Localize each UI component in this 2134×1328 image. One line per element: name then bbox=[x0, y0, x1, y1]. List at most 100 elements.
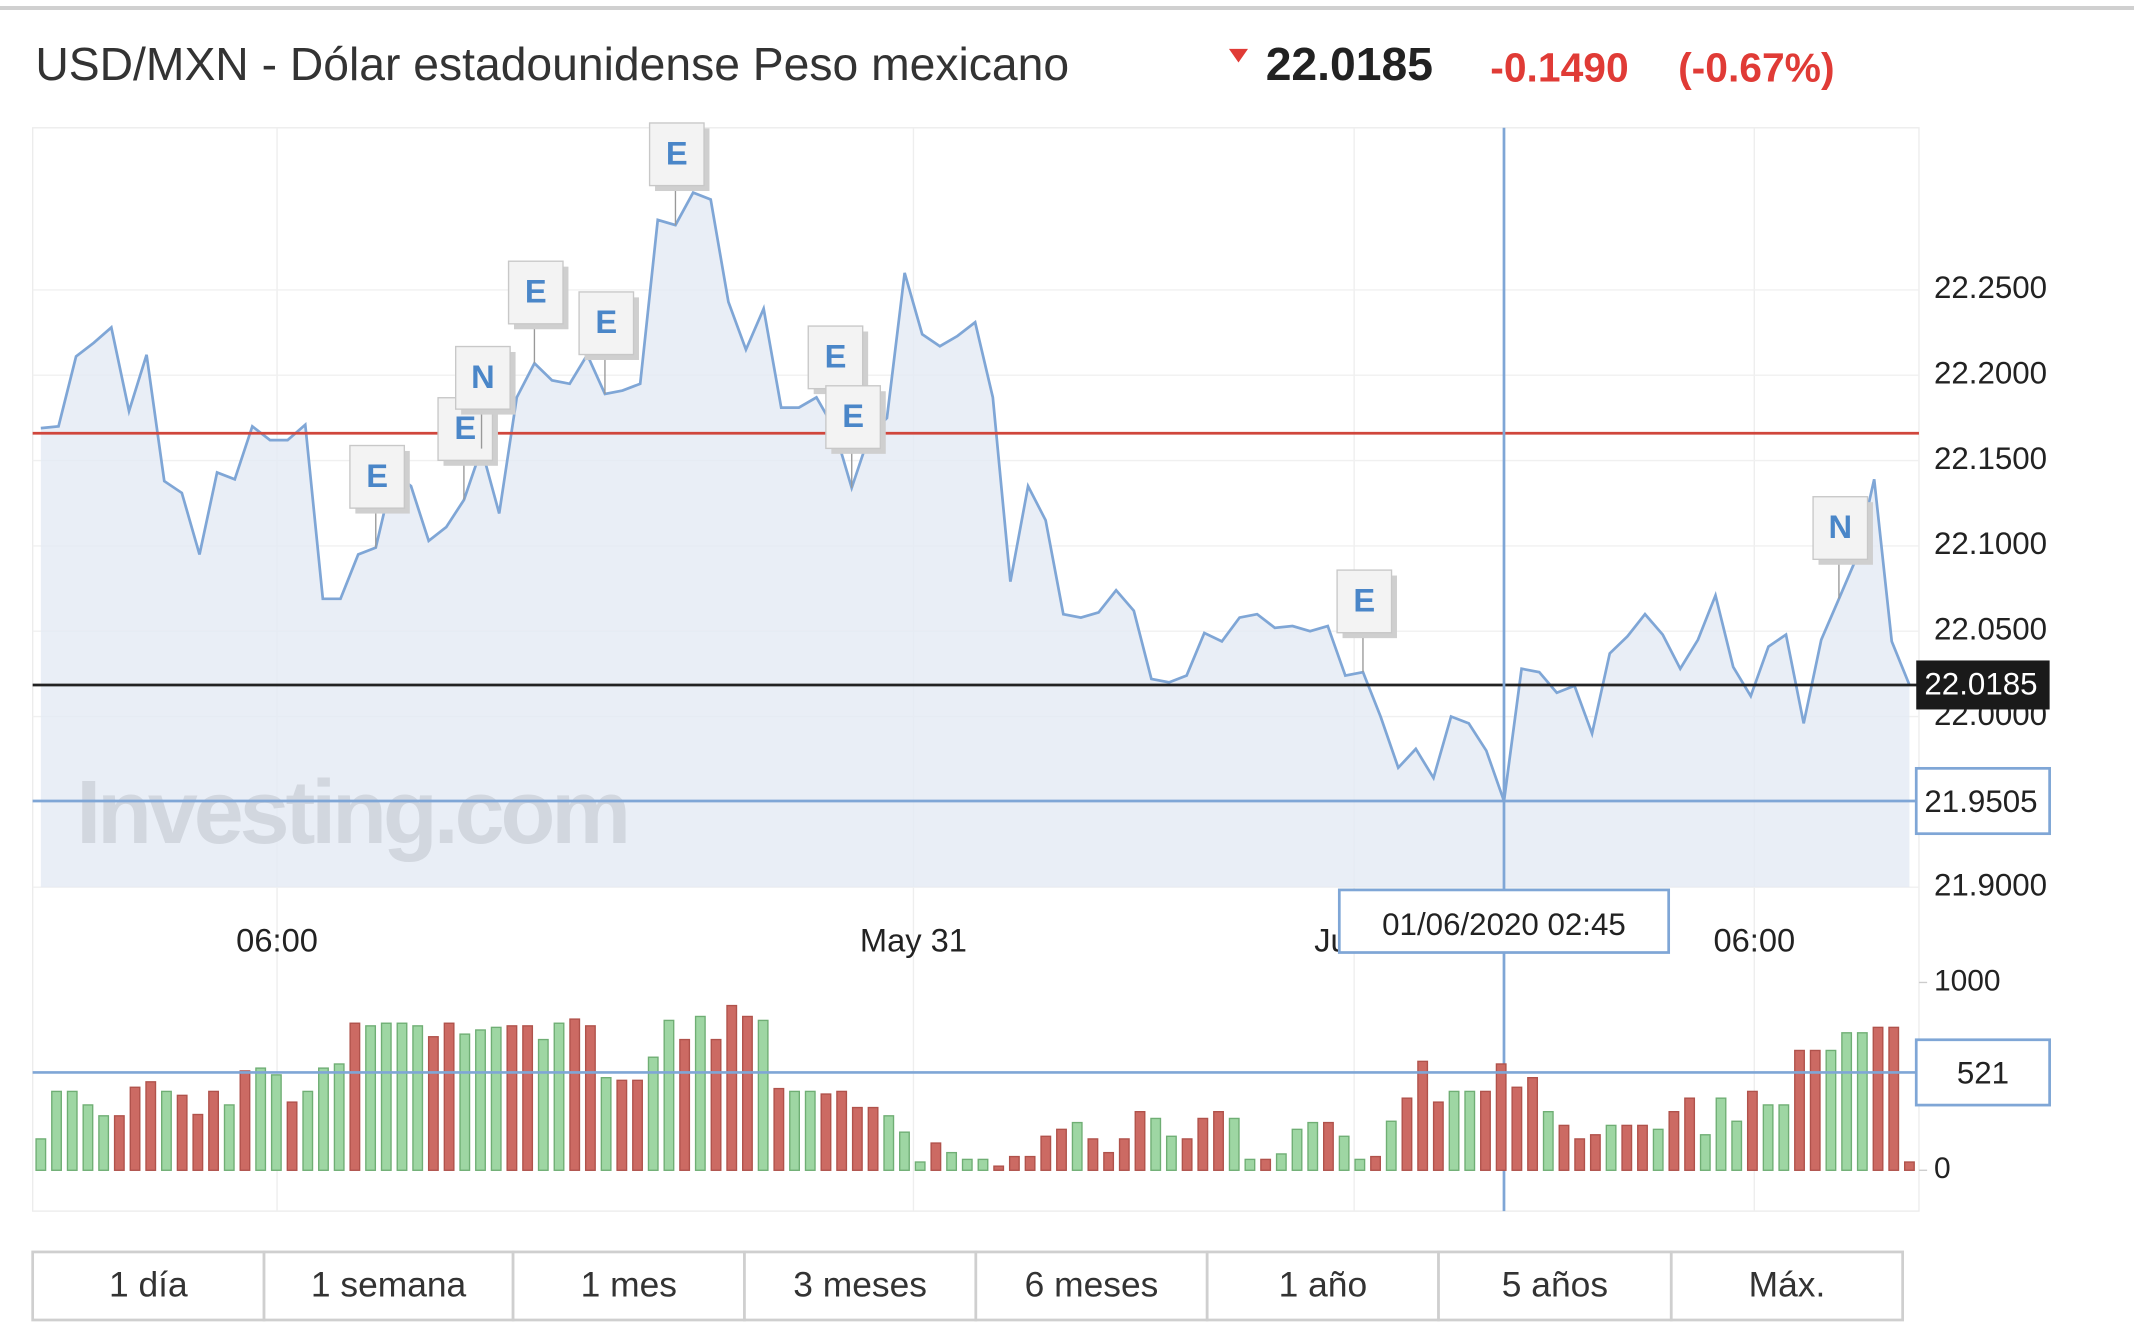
volume-bar bbox=[1605, 1124, 1617, 1171]
date-box bbox=[1337, 888, 1671, 954]
range-tab-label[interactable]: Máx. bbox=[1749, 1266, 1826, 1305]
range-tab-label[interactable]: 6 meses bbox=[1025, 1266, 1159, 1305]
volume-bar bbox=[632, 1079, 643, 1171]
volume-bar bbox=[1024, 1155, 1036, 1171]
event-label: E bbox=[666, 134, 688, 171]
event-label: E bbox=[825, 337, 847, 374]
volume-bar bbox=[647, 1056, 659, 1171]
volume-bar bbox=[1213, 1111, 1224, 1171]
price-tag-box bbox=[1914, 766, 2051, 836]
volume-bar bbox=[773, 1087, 785, 1171]
volume-bar bbox=[35, 1138, 47, 1171]
volume-bar bbox=[726, 1004, 738, 1171]
event-label: E bbox=[525, 272, 547, 309]
volume-bar bbox=[1354, 1158, 1366, 1171]
volume-bar bbox=[1322, 1121, 1334, 1171]
crosshair-date: 01/06/2020 02:45 bbox=[1382, 907, 1626, 942]
volume-bar bbox=[396, 1022, 408, 1171]
volume-bar bbox=[1668, 1111, 1680, 1171]
range-tab-label[interactable]: 5 años bbox=[1502, 1266, 1608, 1305]
volume-bar bbox=[1809, 1049, 1821, 1171]
volume-bar bbox=[1841, 1032, 1853, 1171]
y-tick-label: 1000 bbox=[1934, 964, 2001, 997]
range-tab-label[interactable]: 3 meses bbox=[793, 1266, 927, 1305]
volume-bar bbox=[192, 1113, 204, 1171]
volume-bar bbox=[820, 1093, 832, 1171]
volume-bar bbox=[1794, 1049, 1805, 1171]
volume-bar bbox=[380, 1022, 392, 1171]
volume-bar bbox=[1684, 1097, 1696, 1171]
volume-bar bbox=[1527, 1077, 1539, 1171]
volume-bar bbox=[286, 1101, 298, 1171]
volume-bar bbox=[1118, 1138, 1130, 1171]
volume-bar bbox=[553, 1022, 565, 1171]
range-tab[interactable] bbox=[1669, 1250, 1904, 1322]
volume-bar bbox=[1244, 1158, 1256, 1171]
y-tick-label: 22.2000 bbox=[1934, 355, 2047, 390]
volume-bar bbox=[459, 1033, 471, 1171]
volume-bar bbox=[1464, 1090, 1476, 1171]
change: -0.1490 bbox=[1490, 44, 1628, 90]
price-area bbox=[40, 192, 1910, 888]
event-box bbox=[648, 122, 705, 187]
volume-bar bbox=[883, 1115, 895, 1171]
volume-bar bbox=[1480, 1090, 1491, 1171]
range-tab-label[interactable]: 1 año bbox=[1279, 1266, 1368, 1305]
x-tick-label: May 31 bbox=[860, 922, 967, 959]
volume-bar bbox=[851, 1106, 863, 1171]
range-tab-label[interactable]: 1 mes bbox=[581, 1266, 677, 1305]
volume-bar bbox=[1307, 1121, 1319, 1171]
volume-bar bbox=[333, 1063, 345, 1171]
down-arrow bbox=[1228, 48, 1249, 63]
range-tab[interactable] bbox=[974, 1250, 1209, 1322]
volume-bar bbox=[427, 1036, 439, 1171]
volume-bar bbox=[1746, 1090, 1758, 1171]
volume-tag-box bbox=[1914, 1038, 2051, 1107]
x-tick-label: 06:00 bbox=[1713, 922, 1795, 959]
y-tick-label: 22.1500 bbox=[1934, 441, 2047, 476]
volume-bar bbox=[1778, 1104, 1790, 1171]
event-label: E bbox=[366, 457, 388, 494]
volume-bar bbox=[1762, 1104, 1774, 1171]
range-tab[interactable] bbox=[31, 1250, 266, 1322]
y-tick-label: 21.9000 bbox=[1934, 867, 2047, 902]
volume-bar bbox=[899, 1131, 910, 1171]
range-tab[interactable] bbox=[262, 1250, 515, 1322]
volume-bar bbox=[1432, 1101, 1444, 1171]
volume-bar bbox=[663, 1019, 675, 1171]
event-box bbox=[349, 444, 406, 509]
event-box bbox=[455, 345, 511, 410]
volume-bar bbox=[1621, 1124, 1633, 1171]
event-label: E bbox=[1353, 581, 1375, 618]
volume-bar bbox=[694, 1015, 706, 1171]
volume-bar bbox=[1150, 1117, 1162, 1171]
event-box bbox=[507, 260, 564, 325]
title: USD/MXN - Dólar estadounidense Peso mexi… bbox=[35, 38, 1069, 90]
volume-bar bbox=[679, 1038, 691, 1171]
range-tab[interactable] bbox=[1437, 1250, 1673, 1322]
volume-bar bbox=[1291, 1128, 1303, 1171]
volume-bar bbox=[223, 1104, 235, 1171]
volume-bar bbox=[1495, 1063, 1507, 1171]
volume-bar bbox=[522, 1025, 534, 1171]
volume-bar bbox=[1542, 1111, 1554, 1171]
volume-bar bbox=[1040, 1135, 1052, 1171]
event-box bbox=[825, 385, 881, 450]
volume-bar bbox=[1056, 1128, 1067, 1171]
range-tab-label[interactable]: 1 semana bbox=[311, 1266, 467, 1305]
volume-bar bbox=[1825, 1049, 1837, 1171]
range-tab-label[interactable]: 1 día bbox=[109, 1266, 188, 1305]
volume-bar bbox=[1260, 1158, 1272, 1171]
event-box bbox=[1336, 569, 1393, 634]
volume-bar bbox=[1448, 1090, 1460, 1171]
event-label: E bbox=[842, 397, 864, 434]
volume-bar bbox=[1165, 1135, 1177, 1171]
volume-bar bbox=[742, 1015, 753, 1171]
volume-bar bbox=[113, 1115, 125, 1171]
volume-bar bbox=[584, 1025, 596, 1171]
crosshair-price: 21.9505 bbox=[1924, 784, 2037, 819]
volume-bar bbox=[569, 1018, 581, 1171]
volume-bar bbox=[1637, 1124, 1648, 1171]
volume-bar bbox=[789, 1090, 800, 1171]
